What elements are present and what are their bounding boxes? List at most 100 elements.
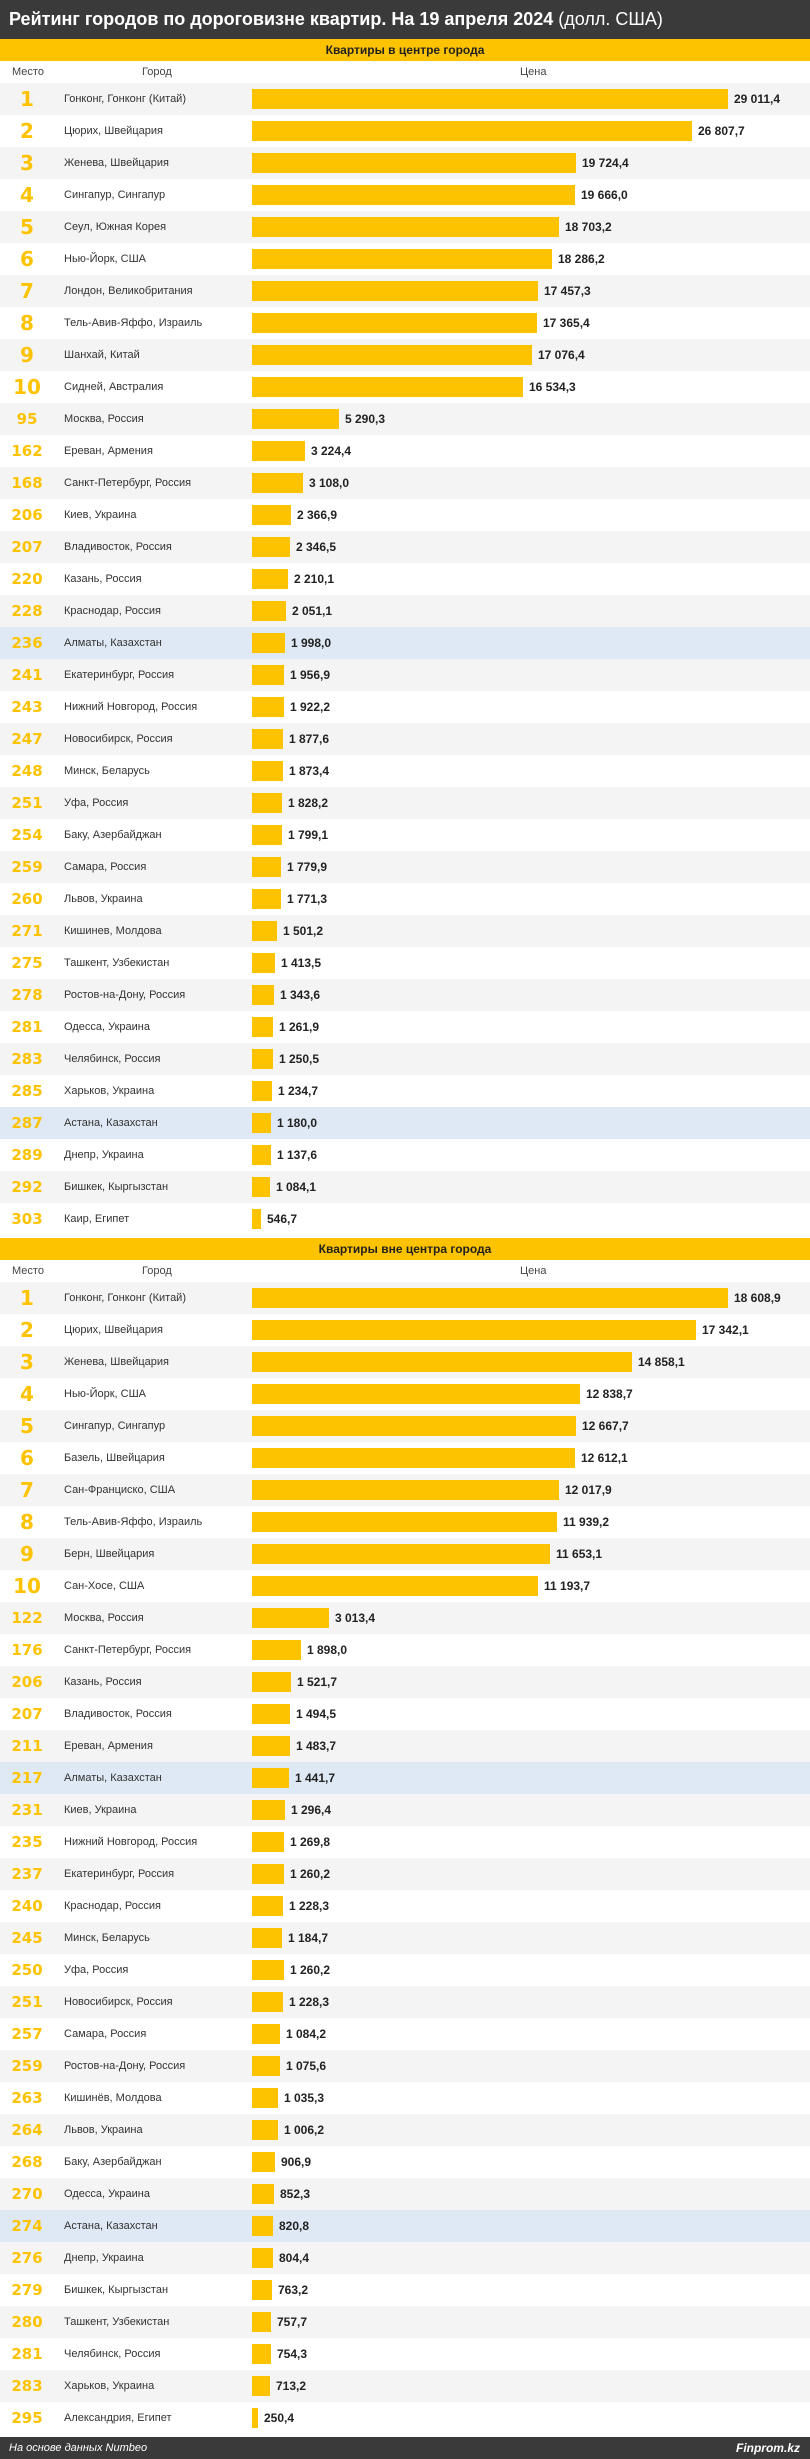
footer: На основе данных Numbeo Finprom.kz: [0, 2437, 810, 2459]
city-label: Каир, Египет: [64, 1213, 130, 1225]
value-label: 1 075,6: [286, 2059, 327, 2073]
city-label: Нью-Йорк, США: [64, 253, 147, 265]
value-label: 12 017,9: [565, 1483, 612, 1497]
chart-title: Рейтинг городов по дороговизне квартир. …: [9, 9, 554, 29]
table-row: 251 Новосибирск, Россия 1 228,3: [0, 1986, 810, 2018]
rank-label: 292: [11, 1178, 43, 1196]
value-label: 18 703,2: [565, 220, 612, 234]
value-label: 1 084,1: [276, 1180, 317, 1194]
value-label: 1 234,7: [278, 1084, 319, 1098]
bar: [252, 1448, 575, 1468]
bar: [252, 761, 283, 781]
rank-label: 4: [20, 183, 34, 207]
value-label: 17 457,3: [544, 284, 591, 298]
table-row: 248 Минск, Беларусь 1 873,4: [0, 755, 810, 787]
value-label: 3 224,4: [311, 444, 352, 458]
rank-label: 2: [20, 119, 34, 143]
table-row: 264 Львов, Украина 1 006,2: [0, 2114, 810, 2146]
value-label: 1 521,7: [297, 1675, 338, 1689]
table-row: 257 Самара, Россия 1 084,2: [0, 2018, 810, 2050]
bar: [252, 345, 532, 365]
table-row: 281 Челябинск, Россия 754,3: [0, 2338, 810, 2370]
city-label: Санкт-Петербург, Россия: [64, 477, 192, 489]
bar: [252, 185, 575, 205]
bar: [252, 1640, 301, 1660]
city-label: Цюрих, Швейцария: [64, 1324, 163, 1336]
bar: [252, 313, 537, 333]
bar: [252, 1288, 728, 1308]
value-label: 19 666,0: [581, 188, 628, 202]
table-row: 3 Женева, Швейцария 14 858,1: [0, 1346, 810, 1378]
bar: [252, 569, 288, 589]
city-label: Днепр, Украина: [64, 2252, 144, 2264]
rank-label: 271: [11, 922, 43, 940]
table-row: 237 Екатеринбург, Россия 1 260,2: [0, 1858, 810, 1890]
column-headers: Место Город Цена: [0, 1260, 810, 1282]
rank-label: 220: [11, 570, 43, 588]
city-label: Краснодар, Россия: [64, 1900, 161, 1912]
rank-label: 241: [11, 666, 43, 684]
rank-label: 7: [20, 1478, 34, 1502]
rank-label: 260: [11, 890, 43, 908]
table-row: 281 Одесса, Украина 1 261,9: [0, 1011, 810, 1043]
table-row: 268 Баку, Азербайджан 906,9: [0, 2146, 810, 2178]
value-label: 1 501,2: [283, 924, 324, 938]
bar: [252, 921, 277, 941]
table-row: 274 Астана, Казахстан 820,8: [0, 2210, 810, 2242]
city-label: Сингапур, Сингапур: [64, 189, 166, 201]
rank-label: 207: [11, 538, 43, 556]
rank-label: 251: [11, 1993, 43, 2011]
table-row: 260 Львов, Украина 1 771,3: [0, 883, 810, 915]
city-label: Бишкек, Кыргызстан: [64, 1181, 169, 1193]
rank-label: 9: [20, 1542, 34, 1566]
rank-label: 8: [20, 311, 34, 335]
table-row: 9 Берн, Швейцария 11 653,1: [0, 1538, 810, 1570]
value-label: 757,7: [277, 2315, 308, 2329]
value-label: 19 724,4: [582, 156, 629, 170]
table-row: 228 Краснодар, Россия 2 051,1: [0, 595, 810, 627]
city-label: Самара, Россия: [64, 2028, 147, 2040]
bar: [252, 2216, 273, 2236]
value-label: 17 342,1: [702, 1323, 749, 1337]
table-row: 8 Тель-Авив-Яффо, Израиль 11 939,2: [0, 1506, 810, 1538]
table-row: 5 Сеул, Южная Корея 18 703,2: [0, 211, 810, 243]
value-label: 754,3: [277, 2347, 308, 2361]
rank-label: 168: [11, 474, 43, 492]
value-label: 2 366,9: [297, 508, 338, 522]
city-label: Самара, Россия: [64, 861, 147, 873]
value-label: 1 771,3: [287, 892, 328, 906]
value-label: 546,7: [267, 1212, 298, 1226]
table-row: 241 Екатеринбург, Россия 1 956,9: [0, 659, 810, 691]
table-row: 220 Казань, Россия 2 210,1: [0, 563, 810, 595]
rank-label: 285: [11, 1082, 43, 1100]
table-row: 283 Челябинск, Россия 1 250,5: [0, 1043, 810, 1075]
value-label: 1 799,1: [288, 828, 329, 842]
city-label: Уфа, Россия: [64, 1964, 129, 1976]
bar: [252, 1017, 273, 1037]
rank-label: 237: [11, 1865, 43, 1883]
bar: [252, 2248, 273, 2268]
value-label: 3 108,0: [309, 476, 350, 490]
bar: [252, 1768, 289, 1788]
value-label: 14 858,1: [638, 1355, 685, 1369]
value-label: 820,8: [279, 2219, 310, 2233]
city-label: Харьков, Украина: [64, 2380, 155, 2392]
column-header-rank: Место: [12, 66, 44, 78]
bar: [252, 2280, 272, 2300]
table-row: 168 Санкт-Петербург, Россия 3 108,0: [0, 467, 810, 499]
bar: [252, 1113, 271, 1133]
table-row: 254 Баку, Азербайджан 1 799,1: [0, 819, 810, 851]
city-label: Сидней, Австралия: [64, 381, 164, 393]
rank-label: 6: [20, 1446, 34, 1470]
value-label: 1 035,3: [284, 2091, 325, 2105]
table-row: 285 Харьков, Украина 1 234,7: [0, 1075, 810, 1107]
chart-title-unit: (долл. США): [558, 9, 663, 29]
city-label: Базель, Швейцария: [64, 1452, 165, 1464]
city-label: Владивосток, Россия: [64, 1708, 172, 1720]
value-label: 1 779,9: [287, 860, 328, 874]
bar: [252, 1992, 283, 2012]
column-headers: Место Город Цена: [0, 61, 810, 83]
rank-label: 280: [11, 2313, 43, 2331]
rank-label: 240: [11, 1897, 43, 1915]
city-label: Новосибирск, Россия: [64, 1996, 173, 2008]
